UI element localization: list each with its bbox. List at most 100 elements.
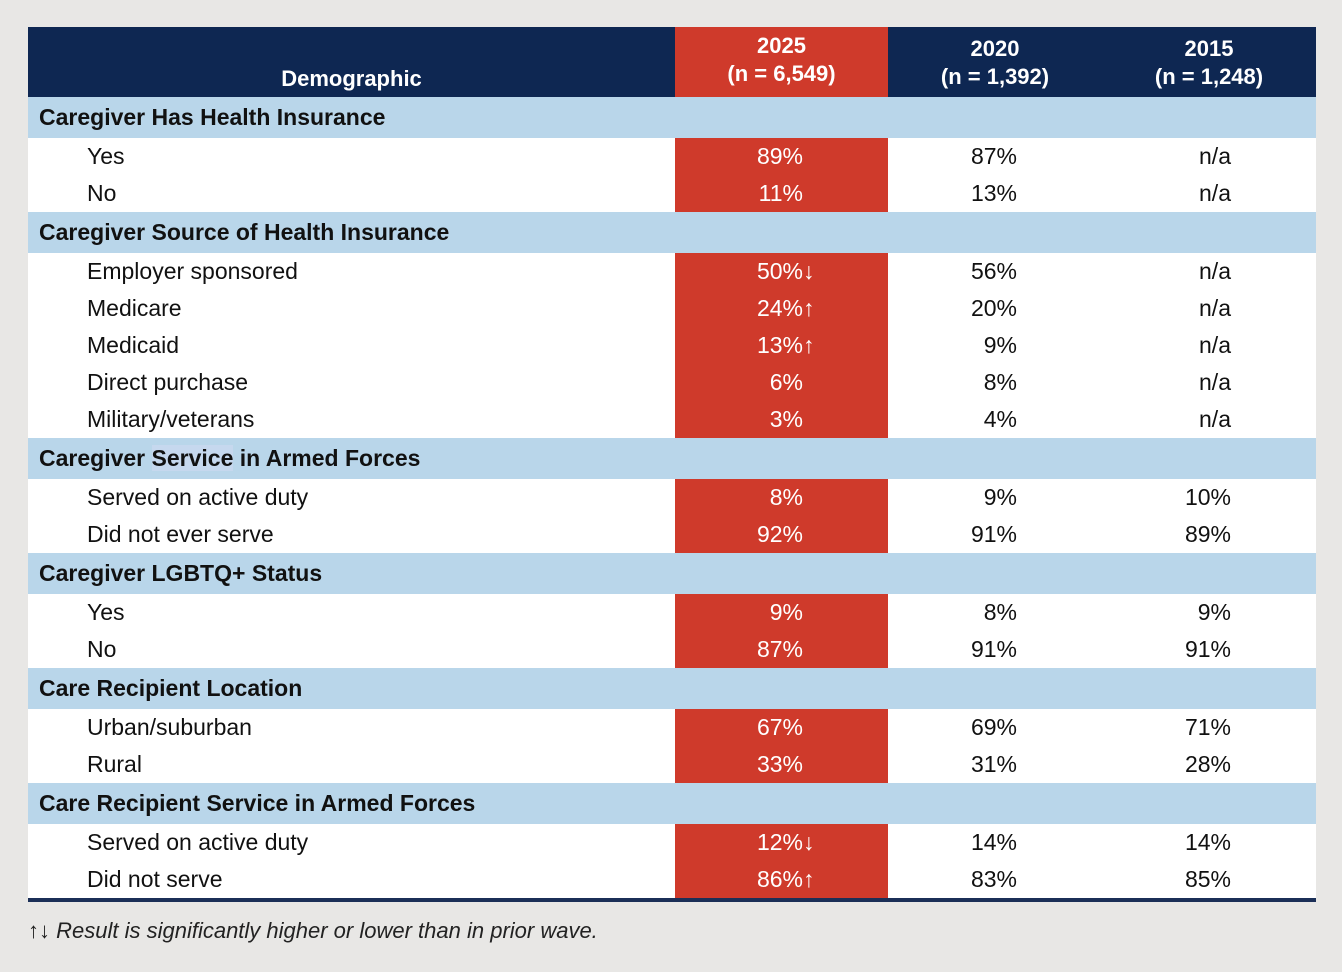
- header-n: (n = 1,392): [940, 64, 1050, 89]
- significance-arrow: ↑: [803, 332, 815, 358]
- value-2025: 9%: [675, 594, 888, 631]
- value-2025: 12% ↓: [675, 824, 888, 861]
- table-row: Employer sponsored 50% ↓ 56% n/a: [28, 253, 1316, 290]
- section-header: Caregiver Source of Health Insurance: [28, 212, 1316, 253]
- section-header: Care Recipient Service in Armed Forces: [28, 783, 1316, 824]
- value: 13%: [756, 332, 803, 358]
- value: 33%: [756, 751, 803, 777]
- value-2015: 28%: [1184, 751, 1231, 777]
- row-label: Served on active duty: [87, 484, 309, 510]
- table-row: Urban/suburban 67% 69% 71%: [28, 709, 1316, 746]
- value-2015: 91%: [1184, 636, 1231, 662]
- header-label: Demographic: [281, 66, 422, 91]
- section-title: Caregiver Source of Health Insurance: [39, 219, 450, 245]
- value-2020: 8%: [983, 599, 1017, 625]
- value-2025: 67%: [675, 709, 888, 746]
- table-row: Served on active duty 12% ↓ 14% 14%: [28, 824, 1316, 861]
- section-title: Care Recipient Location: [39, 675, 303, 701]
- value: 12%: [756, 829, 803, 855]
- section-title: Caregiver LGBTQ+ Status: [39, 560, 323, 586]
- section-title: Caregiver Service in Armed Forces: [39, 445, 420, 472]
- row-label: Served on active duty: [87, 829, 309, 855]
- significance-arrow: ↓: [803, 258, 815, 284]
- header-2025: 2025 (n = 6,549): [675, 27, 888, 97]
- row-label: Urban/suburban: [87, 714, 252, 740]
- value-2025: 6%: [675, 364, 888, 401]
- header-year: 2015: [1184, 36, 1234, 61]
- value-2020: 4%: [983, 406, 1017, 432]
- row-label: Direct purchase: [87, 369, 249, 395]
- value: 24%: [756, 295, 803, 321]
- row-label: Yes: [87, 599, 125, 625]
- table-row: Served on active duty 8% 9% 10%: [28, 479, 1316, 516]
- value-2020: 9%: [983, 332, 1017, 358]
- value: 11%: [758, 180, 803, 206]
- value: 3%: [769, 406, 803, 432]
- row-label: Yes: [87, 143, 125, 169]
- value: 6%: [769, 369, 803, 395]
- header-2015: 2015 (n = 1,248): [1102, 27, 1316, 97]
- table-row: Did not serve 86% ↑ 83% 85%: [28, 861, 1316, 898]
- table-row: No 11% 13% n/a: [28, 175, 1316, 212]
- value-2015: 71%: [1184, 714, 1231, 740]
- section-title: Care Recipient Service in Armed Forces: [39, 790, 476, 816]
- value-2020: 83%: [970, 866, 1017, 892]
- value: 8%: [769, 484, 803, 510]
- value: 9%: [769, 599, 803, 625]
- value-2020: 20%: [970, 295, 1017, 321]
- value-2020: 91%: [970, 521, 1017, 547]
- value: 89%: [756, 143, 803, 169]
- section-header: Caregiver Has Health Insurance: [28, 97, 1316, 138]
- value-2015: n/a: [1199, 332, 1231, 358]
- significance-arrow: ↑: [803, 866, 815, 892]
- value-2025: 87%: [675, 631, 888, 668]
- value-2015: n/a: [1199, 369, 1231, 395]
- section-header: Caregiver Service in Armed Forces: [28, 438, 1316, 479]
- significance-arrows: ↑↓: [28, 918, 50, 943]
- value-2020: 87%: [970, 143, 1017, 169]
- value: 67%: [756, 714, 803, 740]
- header-2020: 2020 (n = 1,392): [888, 27, 1102, 97]
- section-title: Caregiver Has Health Insurance: [39, 104, 386, 130]
- section-header: Care Recipient Location: [28, 668, 1316, 709]
- value: 86%: [756, 866, 803, 892]
- value-2025: 3%: [675, 401, 888, 438]
- footnote-text: Result is significantly higher or lower …: [50, 918, 598, 943]
- table-body: Caregiver Has Health Insurance Yes 89% 87% n…: [28, 97, 1316, 898]
- value-2025: 92%: [675, 516, 888, 553]
- table-row: Yes 9% 8% 9%: [28, 594, 1316, 631]
- value-2025: 33%: [675, 746, 888, 783]
- value-2025: 11%: [675, 175, 888, 212]
- selected-text: Service: [151, 445, 234, 471]
- row-label: No: [87, 636, 117, 662]
- table-row: Medicare 24% ↑ 20% n/a: [28, 290, 1316, 327]
- value-2020: 8%: [983, 369, 1017, 395]
- value-2020: 56%: [970, 258, 1017, 284]
- row-label: No: [87, 180, 117, 206]
- header-year: 2025: [757, 33, 806, 58]
- header-demographic: Demographic: [28, 27, 675, 97]
- value-2020: 31%: [970, 751, 1017, 777]
- header-n: (n = 6,549): [727, 61, 836, 86]
- value-2020: 91%: [970, 636, 1017, 662]
- header-year: 2020: [970, 36, 1020, 61]
- value-2015: n/a: [1199, 295, 1231, 321]
- value-2015: 85%: [1184, 866, 1231, 892]
- value-2015: 9%: [1197, 599, 1231, 625]
- title-part: Caregiver: [39, 445, 152, 471]
- title-part: in Armed Forces: [233, 445, 421, 471]
- table-row: Medicaid 13% ↑ 9% n/a: [28, 327, 1316, 364]
- value-2020: 9%: [983, 484, 1017, 510]
- value-2020: 14%: [970, 829, 1017, 855]
- significance-arrow: ↑: [803, 295, 815, 321]
- section-header: Caregiver LGBTQ+ Status: [28, 553, 1316, 594]
- value-2015: 14%: [1184, 829, 1231, 855]
- row-label: Did not serve: [87, 866, 223, 892]
- row-label: Did not ever serve: [87, 521, 274, 547]
- value-2015: n/a: [1199, 143, 1231, 169]
- value-2015: n/a: [1199, 180, 1231, 206]
- value-2025: 89%: [675, 138, 888, 175]
- row-label: Medicaid: [87, 332, 180, 358]
- value-2020: 69%: [970, 714, 1017, 740]
- demographics-table: Demographic 2025 (n = 6,549) 2020 (n = 1,3…: [28, 27, 1316, 902]
